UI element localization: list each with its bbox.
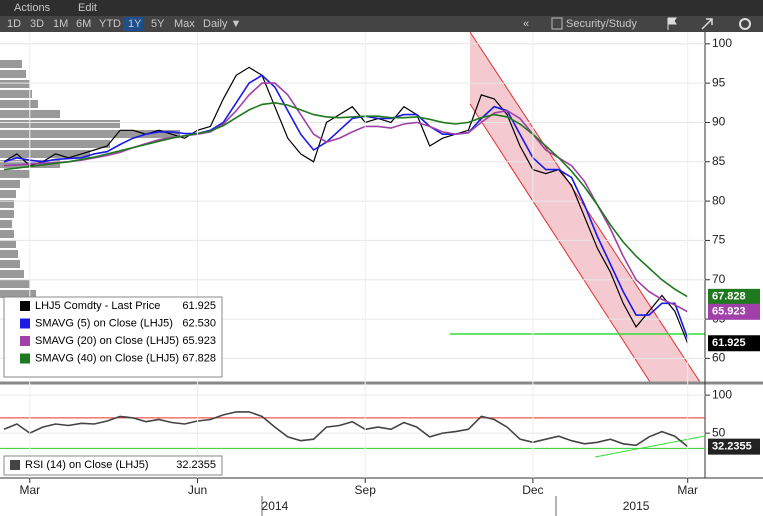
- legend-label: SMAVG (5) on Close (LHJ5): [35, 317, 173, 329]
- value-tag-label: 32.2355: [712, 441, 752, 453]
- series-line: [3, 66, 689, 344]
- legend-value: 62.530: [182, 317, 216, 329]
- period-button[interactable]: 1M: [53, 18, 68, 30]
- period-button[interactable]: YTD: [99, 18, 121, 30]
- y-tick-label: 85: [712, 154, 726, 168]
- legend-box: [3, 296, 223, 378]
- y-tick-label: 75: [712, 233, 726, 247]
- menu-bar: [0, 0, 763, 16]
- period-button[interactable]: 3D: [30, 18, 44, 30]
- value-tag-label: 65.923: [712, 306, 746, 318]
- legend-label: RSI (14) on Close (LHJ5): [25, 459, 149, 471]
- popout-icon[interactable]: [701, 18, 713, 30]
- series-line: [3, 74, 689, 339]
- legend-swatch: [20, 336, 30, 346]
- legend-label: SMAVG (40) on Close (LHJ5): [35, 352, 179, 364]
- value-tag-label: 61.925: [712, 337, 746, 349]
- value-tag: [708, 438, 760, 455]
- period-button[interactable]: Max: [174, 18, 195, 30]
- legend-value: 65.923: [182, 335, 216, 347]
- y-tick-label: 60: [712, 351, 726, 365]
- series-line: [3, 411, 689, 448]
- x-tick-label: Mar: [677, 483, 698, 497]
- x-tick-label: Sep: [355, 483, 377, 497]
- study-button[interactable]: Security/Study: [566, 18, 637, 30]
- menu-item[interactable]: Edit: [78, 2, 97, 14]
- period-active: [123, 17, 143, 31]
- settings-icon[interactable]: [739, 18, 751, 30]
- period-button[interactable]: 1D: [7, 18, 21, 30]
- period-button[interactable]: 5Y: [151, 18, 165, 30]
- y-tick-label: 95: [712, 75, 726, 89]
- legend-swatch: [20, 353, 30, 364]
- x-tick-label: Dec: [522, 483, 543, 497]
- legend-label: SMAVG (20) on Close (LHJ5): [35, 335, 179, 347]
- rsi-trend-line: [594, 435, 706, 458]
- value-tag: [708, 288, 760, 305]
- collapse-button[interactable]: «: [523, 18, 529, 30]
- channel-lower: [469, 103, 651, 383]
- y-tick-label: 100: [712, 387, 732, 401]
- y-tick-label: 100: [712, 36, 732, 50]
- study-icon: [551, 17, 563, 30]
- legend-value: 61.925: [182, 300, 216, 312]
- value-tag-label: 67.828: [712, 291, 746, 303]
- rsi-legend-box: [3, 455, 223, 476]
- legend-swatch: [20, 318, 30, 329]
- legend-label: LHJ5 Comdty - Last Price: [35, 300, 160, 312]
- volume-profile: [0, 60, 180, 298]
- series-line: [3, 101, 689, 298]
- legend-swatch: [10, 460, 20, 470]
- x-tick-label: Mar: [19, 483, 40, 497]
- period-button[interactable]: 1Y: [128, 18, 142, 30]
- period-button[interactable]: 6M: [76, 18, 91, 30]
- legend-value: 32.2355: [176, 459, 216, 471]
- legend-value: 67.828: [182, 352, 216, 364]
- value-tag: [708, 303, 760, 320]
- y-tick-label: 50: [712, 425, 726, 439]
- frequency-button[interactable]: Daily ▼: [203, 18, 241, 30]
- y-tick-label: 70: [712, 272, 726, 286]
- y-tick-label: 80: [712, 193, 726, 207]
- tool-bar: [0, 16, 763, 32]
- menu-item[interactable]: Actions: [14, 2, 51, 14]
- value-tag: [708, 335, 760, 352]
- flag-icon[interactable]: [667, 17, 677, 30]
- x-tick-label: Jun: [188, 483, 207, 497]
- y-tick-label: 90: [712, 115, 726, 129]
- x-year-label: 2015: [623, 499, 650, 513]
- legend-swatch: [20, 301, 30, 311]
- series-line: [3, 82, 689, 313]
- x-year-label: 2014: [262, 499, 289, 513]
